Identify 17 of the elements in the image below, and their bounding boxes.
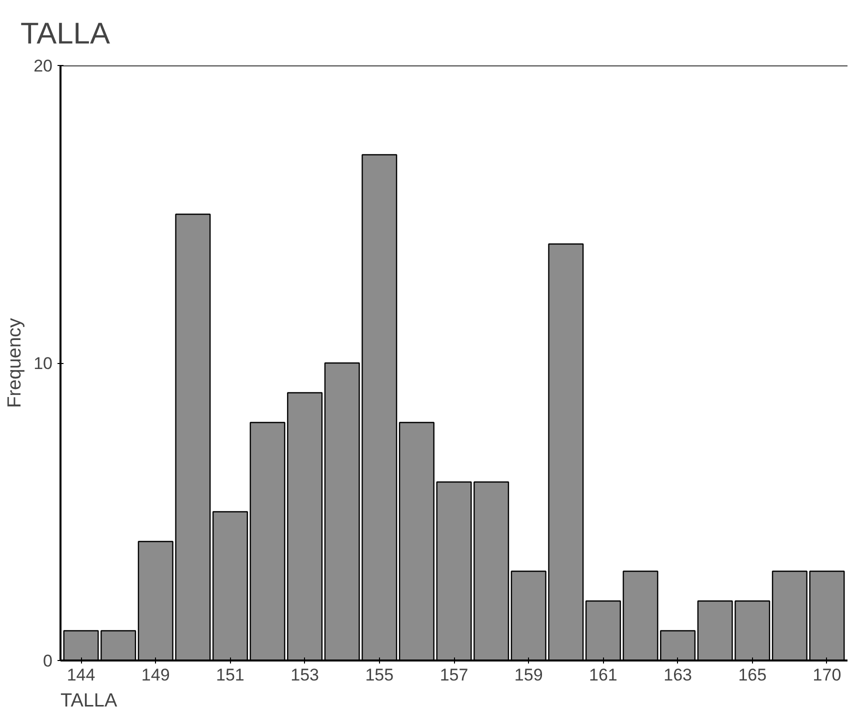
x-tick-label: 159 — [514, 666, 543, 684]
chart-title: TALLA — [20, 18, 110, 50]
y-tick-label: 10 — [34, 354, 53, 373]
x-tick-label: 151 — [216, 666, 244, 684]
x-tick-label: 163 — [664, 666, 692, 684]
y-tick-label: 20 — [34, 56, 53, 76]
y-axis-title: Frequency — [4, 318, 26, 408]
x-tick-label: 165 — [738, 666, 767, 684]
x-tick-label: 161 — [589, 666, 618, 684]
x-tick-label: 170 — [812, 666, 842, 684]
y-tick-label: 0 — [43, 652, 53, 670]
x-tick-label: 155 — [365, 666, 394, 684]
x-axis-title: TALLA — [60, 690, 118, 712]
x-tick-label: 153 — [290, 666, 319, 684]
x-tick-label: 157 — [440, 666, 468, 684]
x-tick-label: 149 — [141, 666, 170, 684]
x-tick-label: 144 — [66, 666, 96, 684]
